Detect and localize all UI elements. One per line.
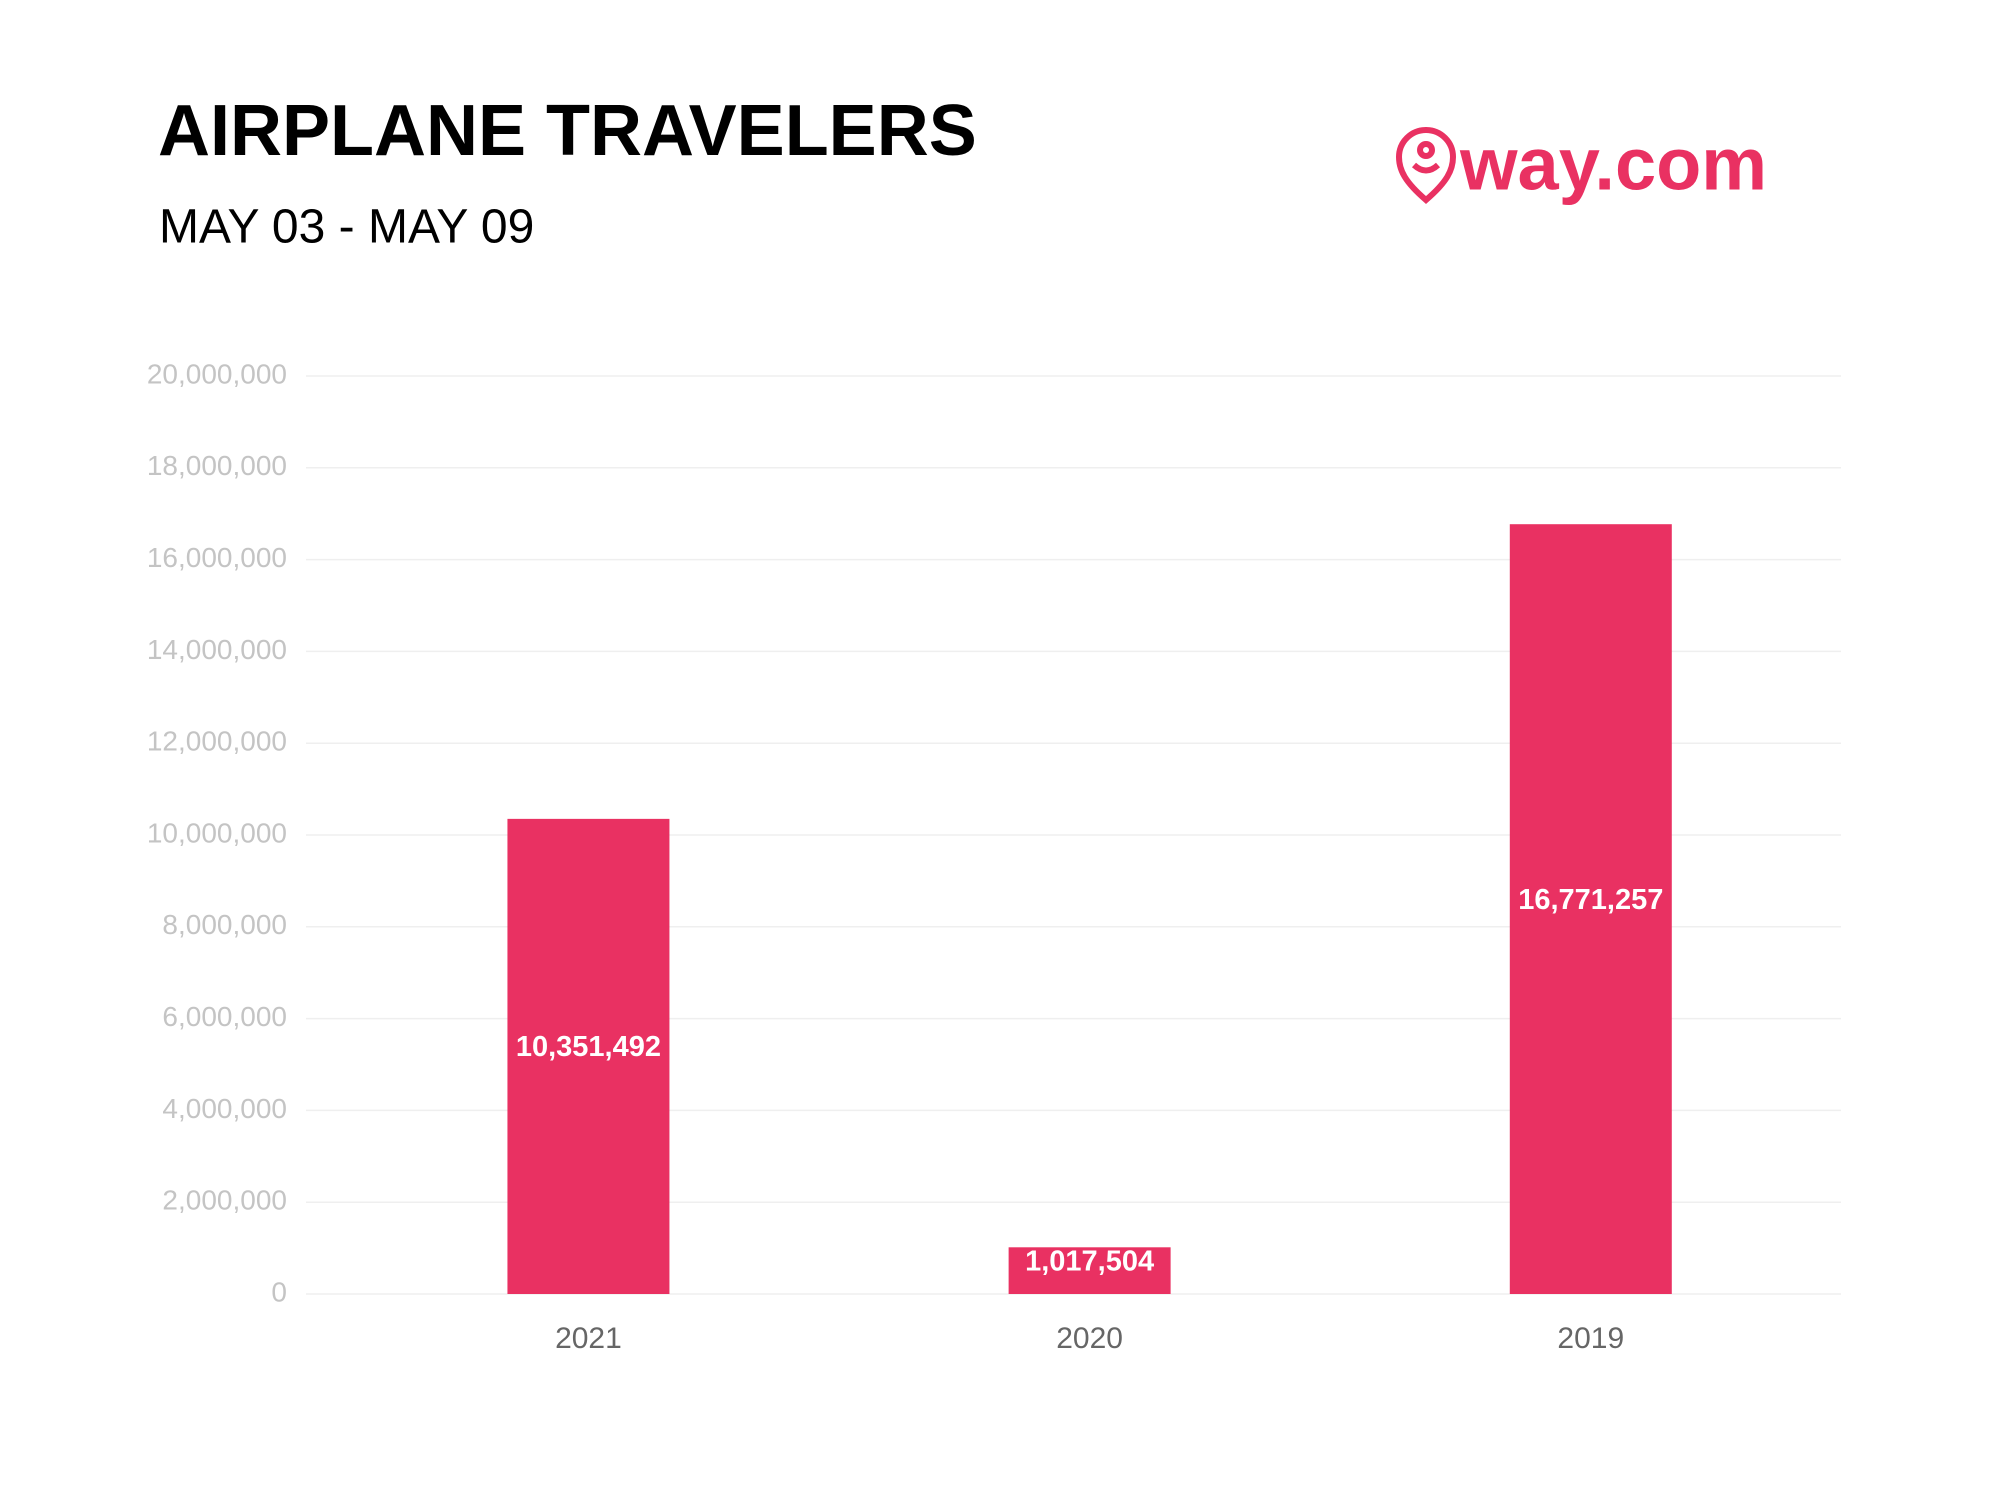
x-tick-label: 2020 — [1056, 1322, 1123, 1355]
y-tick-label: 0 — [271, 1276, 287, 1307]
y-tick-label: 8,000,000 — [162, 909, 287, 940]
logo-text: way.com — [1459, 123, 1767, 206]
y-tick-label: 20,000,000 — [147, 358, 287, 389]
chart-subtitle: MAY 03 - MAY 09 — [159, 201, 534, 254]
x-tick-label: 2021 — [555, 1322, 622, 1355]
y-tick-label: 2,000,000 — [162, 1185, 287, 1216]
chart-title: AIRPLANE TRAVELERS — [158, 91, 977, 171]
value-label: 16,771,257 — [1518, 884, 1663, 916]
y-tick-label: 10,000,000 — [147, 817, 287, 848]
y-tick-label: 12,000,000 — [147, 726, 287, 757]
x-tick-label: 2019 — [1557, 1322, 1624, 1355]
bar — [1008, 1247, 1171, 1294]
bar — [507, 818, 670, 1294]
y-tick-label: 16,000,000 — [147, 542, 287, 573]
bar — [1509, 524, 1672, 1294]
y-tick-label: 6,000,000 — [162, 1001, 287, 1032]
value-label: 10,351,492 — [516, 1031, 661, 1063]
value-label: 1,017,504 — [1025, 1245, 1154, 1277]
y-tick-label: 14,000,000 — [147, 634, 287, 665]
logo-icon — [1395, 127, 1457, 204]
y-tick-label: 18,000,000 — [147, 450, 287, 481]
y-tick-label: 4,000,000 — [162, 1093, 287, 1124]
